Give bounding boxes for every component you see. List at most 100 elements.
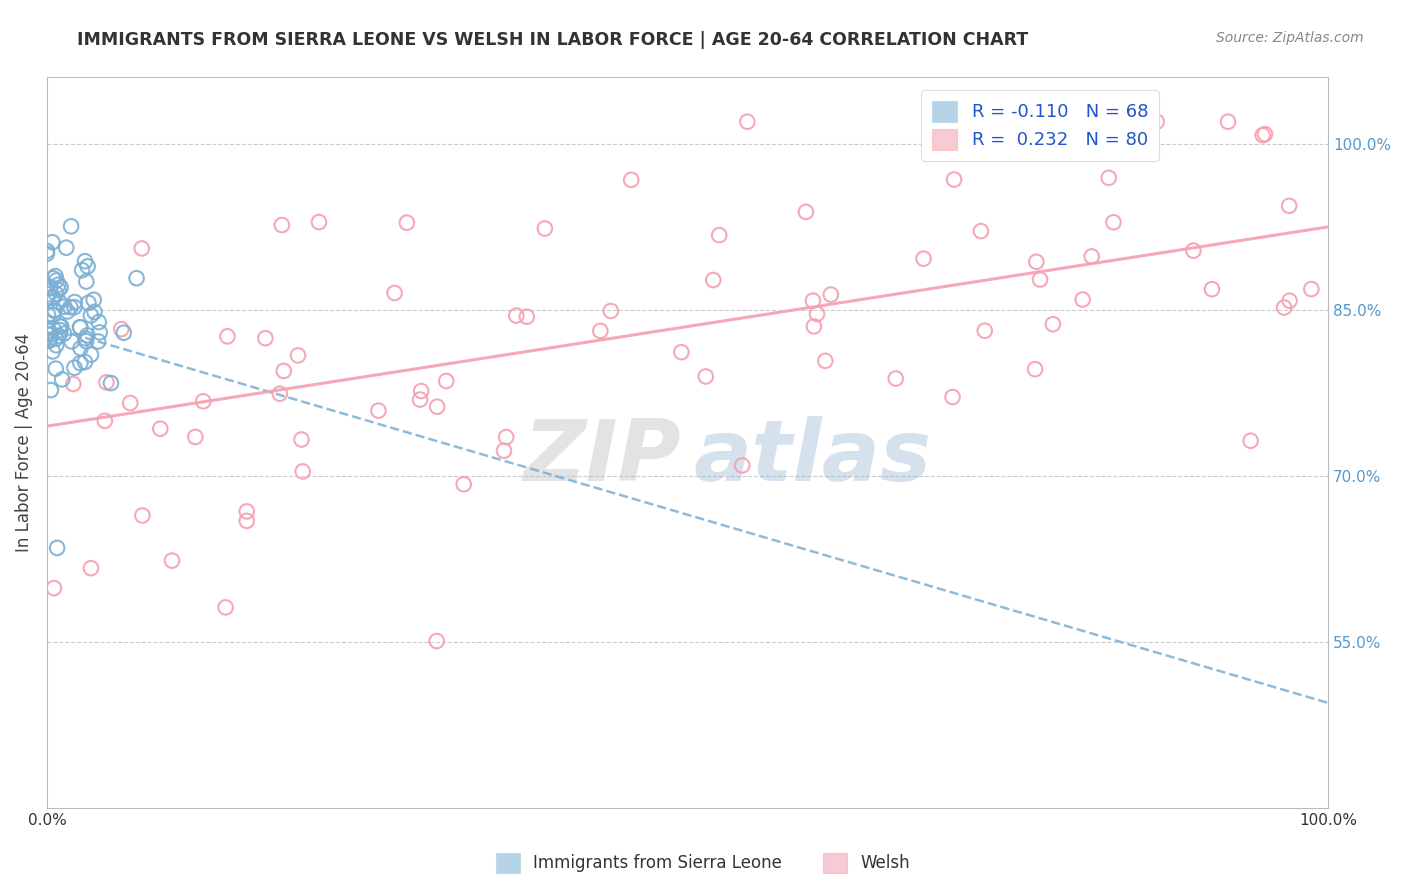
Point	[112, 326, 135, 340]
Point	[820, 287, 842, 301]
Point	[709, 228, 731, 243]
Point	[55, 241, 77, 255]
Point	[80, 309, 103, 323]
Point	[38, 334, 60, 348]
Point	[1146, 114, 1168, 128]
Point	[287, 348, 309, 362]
Point	[39, 383, 62, 397]
Point	[42, 303, 65, 318]
Point	[1098, 170, 1121, 185]
Point	[42, 271, 65, 285]
Point	[77, 296, 100, 310]
Y-axis label: In Labor Force | Age 20-64: In Labor Force | Age 20-64	[15, 334, 32, 552]
Point	[39, 280, 62, 294]
Point	[291, 464, 314, 478]
Legend: Immigrants from Sierra Leone, Welsh: Immigrants from Sierra Leone, Welsh	[489, 847, 917, 880]
Point	[48, 283, 70, 297]
Point	[1071, 293, 1094, 307]
Point	[63, 360, 86, 375]
Point	[69, 320, 91, 334]
Point	[45, 361, 67, 376]
Point	[426, 400, 449, 414]
Point	[970, 224, 993, 238]
Point	[69, 341, 91, 355]
Point	[1182, 244, 1205, 258]
Point	[1063, 114, 1085, 128]
Point	[73, 254, 96, 268]
Point	[912, 252, 935, 266]
Point	[1216, 114, 1239, 128]
Point	[149, 422, 172, 436]
Point	[217, 329, 239, 343]
Point	[273, 364, 295, 378]
Point	[384, 285, 406, 300]
Point	[42, 308, 65, 322]
Point	[125, 271, 148, 285]
Point	[1239, 434, 1261, 448]
Point	[46, 541, 69, 555]
Point	[75, 334, 97, 348]
Point	[1251, 128, 1274, 143]
Point	[589, 324, 612, 338]
Point	[63, 295, 86, 310]
Point	[1254, 127, 1277, 141]
Point	[367, 403, 389, 417]
Point	[426, 634, 449, 648]
Point	[1080, 250, 1102, 264]
Point	[44, 269, 66, 284]
Point	[83, 293, 105, 307]
Point	[943, 172, 966, 186]
Point	[270, 218, 292, 232]
Point	[45, 286, 67, 301]
Point	[1102, 215, 1125, 229]
Point	[53, 326, 76, 341]
Point	[76, 328, 98, 343]
Point	[505, 309, 527, 323]
Point	[35, 244, 58, 258]
Point	[45, 338, 67, 352]
Point	[69, 356, 91, 370]
Point	[87, 334, 110, 349]
Point	[38, 333, 60, 347]
Point	[73, 355, 96, 369]
Point	[94, 414, 117, 428]
Point	[75, 331, 97, 345]
Point	[1042, 317, 1064, 331]
Point	[89, 326, 111, 340]
Point	[42, 321, 65, 335]
Point	[44, 302, 66, 317]
Point	[35, 246, 58, 260]
Point	[453, 477, 475, 491]
Point	[434, 374, 457, 388]
Point	[254, 331, 277, 345]
Point	[49, 280, 72, 294]
Point	[39, 327, 62, 342]
Point	[120, 396, 142, 410]
Point	[395, 216, 418, 230]
Point	[184, 430, 207, 444]
Point	[39, 281, 62, 295]
Point	[236, 504, 259, 518]
Point	[534, 221, 557, 235]
Point	[803, 319, 825, 334]
Point	[516, 310, 538, 324]
Point	[100, 376, 122, 390]
Point	[70, 263, 93, 277]
Point	[48, 295, 70, 310]
Point	[41, 344, 63, 359]
Text: IMMIGRANTS FROM SIERRA LEONE VS WELSH IN LABOR FORCE | AGE 20-64 CORRELATION CHA: IMMIGRANTS FROM SIERRA LEONE VS WELSH IN…	[77, 31, 1029, 49]
Point	[1201, 282, 1223, 296]
Point	[731, 458, 754, 473]
Point	[1278, 293, 1301, 308]
Point	[492, 443, 515, 458]
Point	[1301, 282, 1323, 296]
Point	[801, 293, 824, 308]
Point	[38, 287, 60, 301]
Point	[59, 300, 82, 314]
Point	[1278, 199, 1301, 213]
Point	[80, 561, 103, 575]
Point	[62, 377, 84, 392]
Point	[96, 376, 118, 390]
Point	[160, 553, 183, 567]
Point	[411, 384, 433, 398]
